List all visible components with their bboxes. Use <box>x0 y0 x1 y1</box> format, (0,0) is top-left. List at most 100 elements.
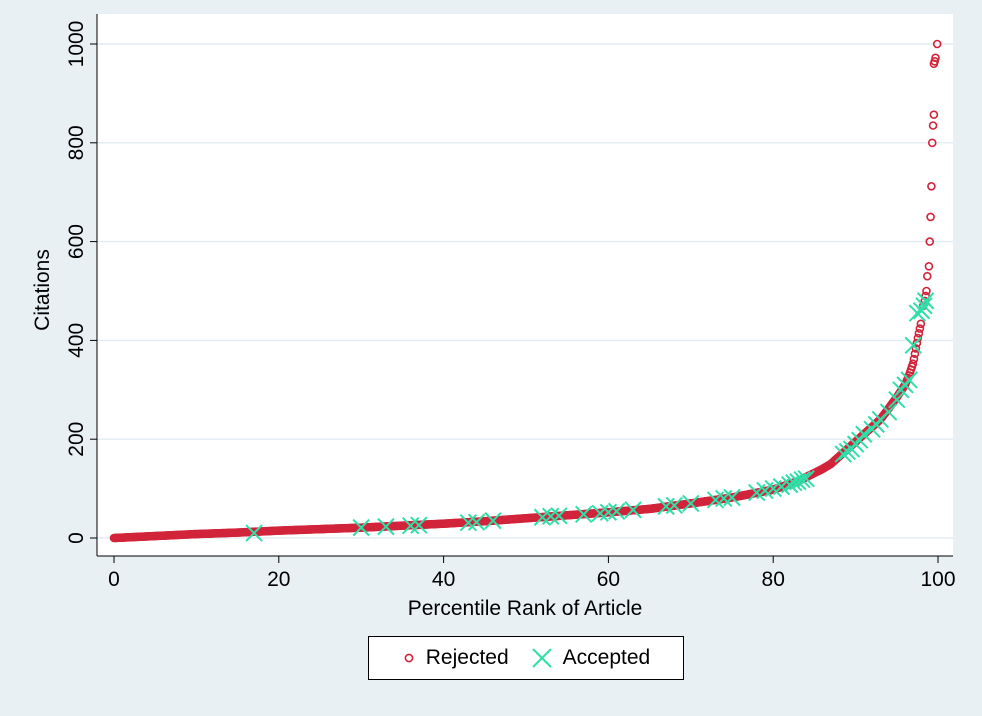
accepted-point-stroke <box>797 470 815 488</box>
accepted-point-stroke <box>624 501 642 519</box>
accepted-point-stroke <box>915 297 933 315</box>
x-tick-label: 80 <box>762 568 785 591</box>
accepted-series <box>245 292 935 542</box>
y-axis-label: Citations <box>31 249 54 331</box>
accepted-point <box>377 517 395 536</box>
accepted-point-stroke <box>484 512 502 530</box>
rejected-point <box>911 344 921 353</box>
accepted-point <box>657 497 675 516</box>
rejected-point <box>930 56 940 66</box>
rejected-point <box>922 271 932 281</box>
accepted-point <box>599 503 618 522</box>
plot-area <box>97 14 953 556</box>
rejected-point <box>916 319 926 329</box>
y-tick-label: 0 <box>65 532 88 544</box>
rejected-point <box>926 212 935 222</box>
rejected-point <box>915 324 925 333</box>
accepted-point-stroke <box>665 496 684 515</box>
accepted-point <box>915 297 933 315</box>
accepted-point-stroke <box>682 494 700 513</box>
accepted-point <box>715 489 733 508</box>
accepted-point-stroke <box>855 425 873 443</box>
accepted-point-stroke <box>467 513 486 531</box>
x-tick-label: 0 <box>108 568 120 591</box>
accepted-point <box>797 470 815 488</box>
accepted-point <box>834 445 852 463</box>
accepted-point <box>793 471 811 489</box>
accepted-point <box>245 524 263 542</box>
accepted-point <box>401 516 420 535</box>
accepted-point <box>682 494 700 513</box>
grid-lines <box>97 43 953 539</box>
accepted-point <box>591 504 609 523</box>
accepted-point <box>467 513 486 531</box>
x-tick-label: 40 <box>432 568 455 591</box>
accepted-point-stroke <box>410 516 428 534</box>
rejected-point <box>929 110 939 119</box>
accepted-point <box>607 502 626 521</box>
rejected-point <box>908 359 918 368</box>
accepted-point-stroke <box>377 517 395 536</box>
accepted-point <box>855 425 873 443</box>
accepted-point <box>410 516 428 534</box>
accepted-point-stroke <box>900 371 918 389</box>
accepted-point-stroke <box>401 516 420 535</box>
accepted-point-stroke <box>533 508 552 526</box>
accepted-point <box>900 371 918 389</box>
x-tick-label: 20 <box>267 568 290 591</box>
accepted-point-stroke <box>574 505 593 523</box>
accepted-point <box>542 507 560 525</box>
legend-label-rejected: Rejected <box>425 646 509 669</box>
rejected-point <box>925 237 935 246</box>
y-tick-label: 600 <box>65 224 88 259</box>
rejected-point <box>927 181 936 191</box>
accepted-point-stroke <box>459 513 478 532</box>
accepted-point <box>723 488 741 507</box>
accepted-point-stroke <box>352 518 370 537</box>
accepted-point-stroke <box>607 502 626 521</box>
rejected-point <box>909 354 919 364</box>
accepted-point <box>574 505 593 523</box>
rejected-point <box>932 39 942 49</box>
rejected-point <box>912 338 922 348</box>
rejected-point <box>922 286 931 296</box>
accepted-point-stroke <box>904 336 922 355</box>
rejected-point <box>924 261 934 271</box>
accepted-point-stroke <box>912 302 931 320</box>
x-tick-label: 60 <box>597 568 620 591</box>
accepted-point-stroke <box>715 489 733 508</box>
y-tick-label: 200 <box>65 422 88 457</box>
accepted-point-stroke <box>723 488 741 507</box>
accepted-point-stroke <box>834 445 852 463</box>
legend-x-marker <box>531 648 552 668</box>
accepted-point <box>904 336 922 355</box>
y-tick-label: 1000 <box>65 21 88 68</box>
accepted-point <box>879 403 898 421</box>
accepted-point-stroke <box>591 504 609 523</box>
legend-entry-rejected: Rejected <box>402 646 509 670</box>
legend: Rejected Accepted <box>368 636 684 680</box>
accepted-point-stroke <box>599 503 618 522</box>
rejected-point <box>921 291 930 301</box>
legend-label-accepted: Accepted <box>562 646 651 669</box>
accepted-point <box>912 302 931 320</box>
accepted-point <box>352 518 370 537</box>
y-tick-label: 800 <box>65 125 88 160</box>
x-axis-label: Percentile Rank of Article <box>408 597 643 620</box>
x-tick-label: 100 <box>920 568 955 591</box>
axes: 0 200 400 600 800 1000 0 20 40 60 80 100 <box>65 14 956 591</box>
accepted-point <box>550 507 568 525</box>
rejected-point <box>910 349 920 359</box>
accepted-point-stroke <box>879 403 898 421</box>
accepted-point-stroke <box>550 507 568 525</box>
accepted-point-stroke <box>657 497 675 516</box>
rejected-point <box>928 121 938 130</box>
rejected-point <box>914 328 924 338</box>
accepted-point <box>459 513 478 532</box>
accepted-point-stroke <box>888 390 906 409</box>
accepted-point <box>916 292 935 310</box>
rejected-point <box>927 138 937 148</box>
rejected-point <box>931 53 940 63</box>
accepted-point <box>888 390 906 409</box>
